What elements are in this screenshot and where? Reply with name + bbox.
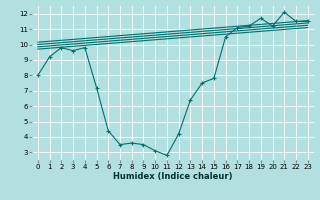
X-axis label: Humidex (Indice chaleur): Humidex (Indice chaleur)	[113, 172, 233, 181]
